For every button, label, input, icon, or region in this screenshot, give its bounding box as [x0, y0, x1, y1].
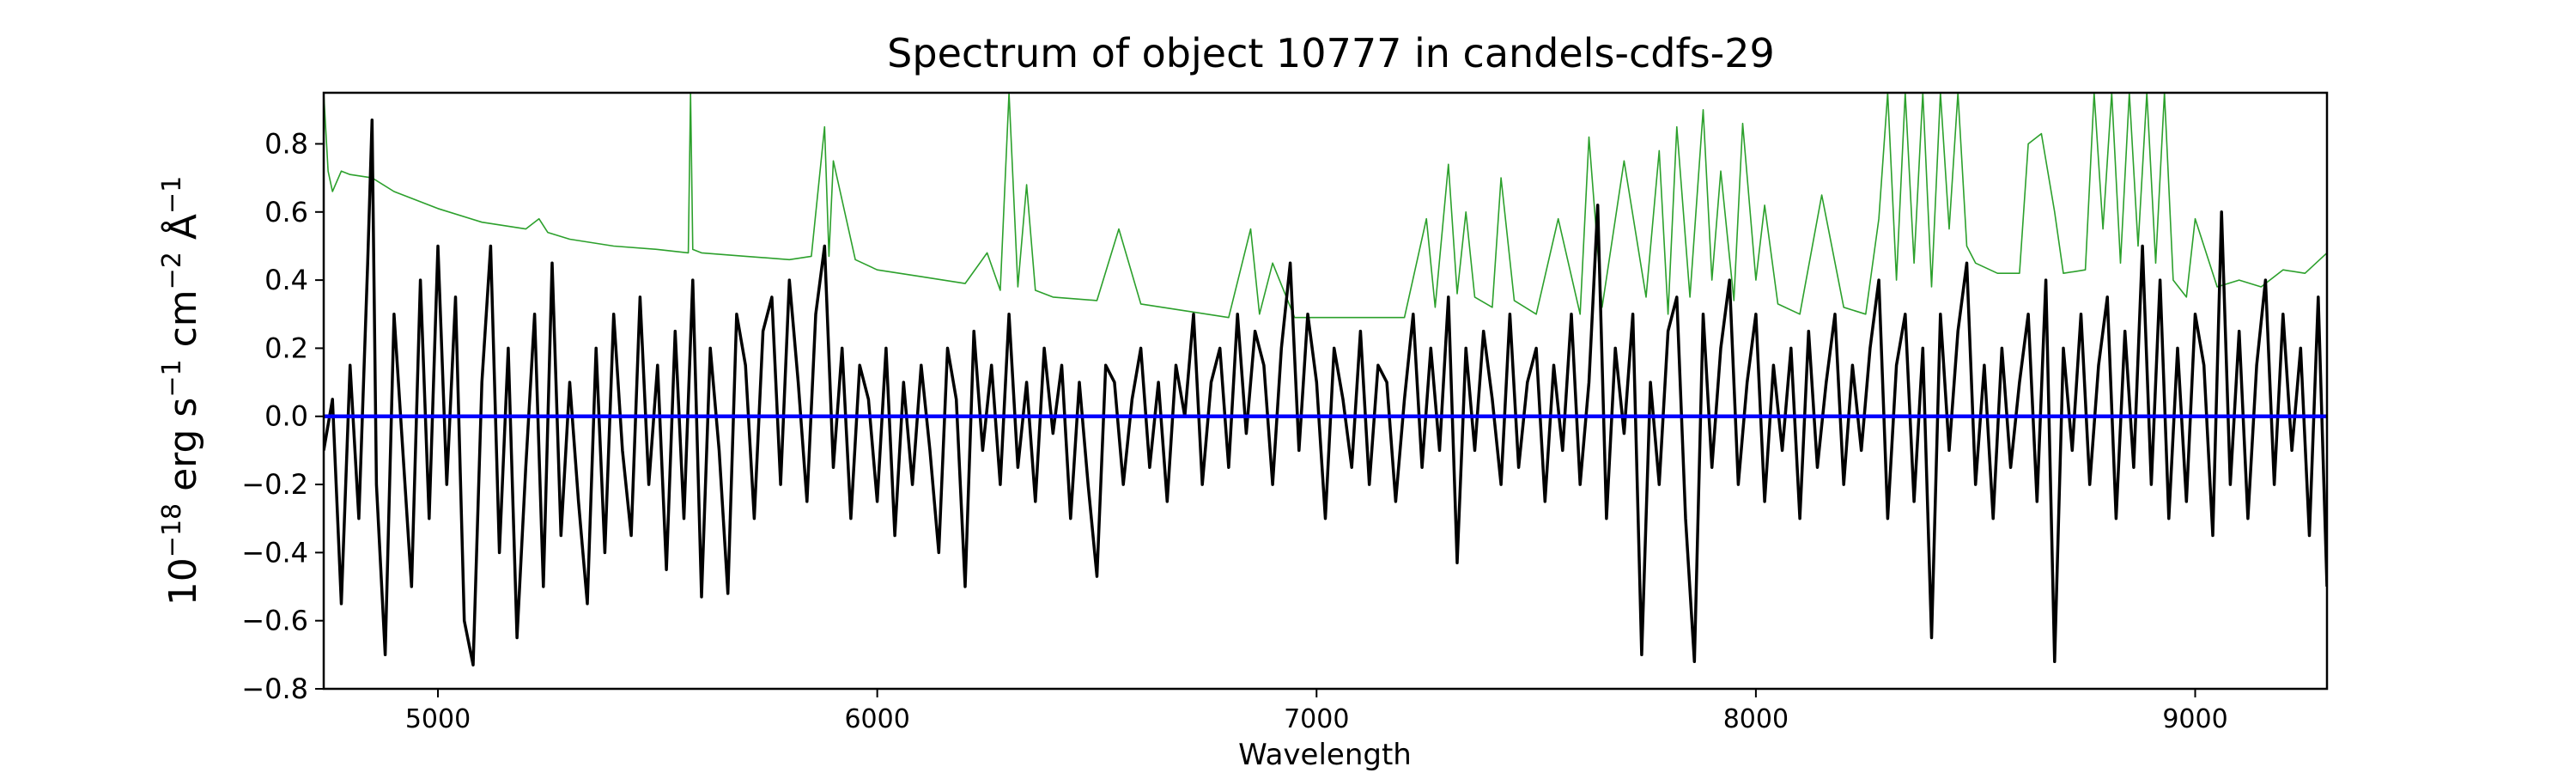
- plot-area: [322, 91, 2329, 691]
- y-label-base: 10: [161, 557, 205, 606]
- chart-title: Spectrum of object 10777 in candels-cdfs…: [887, 30, 1775, 76]
- x-tick-label: 5000: [405, 704, 471, 734]
- error-spectrum-line: [324, 93, 2327, 319]
- y-label-cm: cm: [161, 289, 205, 359]
- y-tick-label: 0.2: [264, 332, 308, 364]
- plot-frame: [322, 91, 2329, 691]
- y-tick-label: −0.6: [241, 605, 308, 637]
- x-tick-label: 9000: [2162, 704, 2227, 734]
- x-tick-label: 6000: [844, 704, 909, 734]
- y-axis-ticks: −0.8 −0.6 −0.4 −0.2 0.0 0.2 0.4 0.6 0.8: [241, 127, 324, 705]
- y-tick-label: −0.2: [241, 468, 308, 501]
- x-tick-label: 8000: [1723, 704, 1789, 734]
- y-axis-label: 10−18 erg s−1 cm−2 Å−1: [157, 176, 205, 606]
- y-label-exp2: −1: [157, 359, 187, 397]
- y-tick-label: 0.6: [264, 196, 308, 228]
- y-tick-label: −0.4: [241, 536, 308, 569]
- flux-spectrum-line: [324, 118, 2327, 666]
- y-label-exp1: −18: [157, 503, 187, 557]
- y-tick-label: 0.0: [264, 400, 308, 433]
- y-label-exp4: −1: [157, 176, 187, 214]
- y-tick-label: −0.8: [241, 673, 308, 705]
- y-tick-label: 0.4: [264, 264, 308, 296]
- x-axis-label: Wavelength: [1238, 738, 1412, 772]
- y-label-ang: Å: [160, 214, 205, 252]
- y-label-erg: erg s: [161, 398, 205, 503]
- x-axis-ticks: 5000 6000 7000 8000 9000: [405, 689, 2228, 734]
- y-label-exp3: −2: [157, 252, 187, 289]
- x-tick-label: 7000: [1284, 704, 1349, 734]
- y-tick-label: 0.8: [264, 127, 308, 160]
- series-layer: [324, 93, 2327, 666]
